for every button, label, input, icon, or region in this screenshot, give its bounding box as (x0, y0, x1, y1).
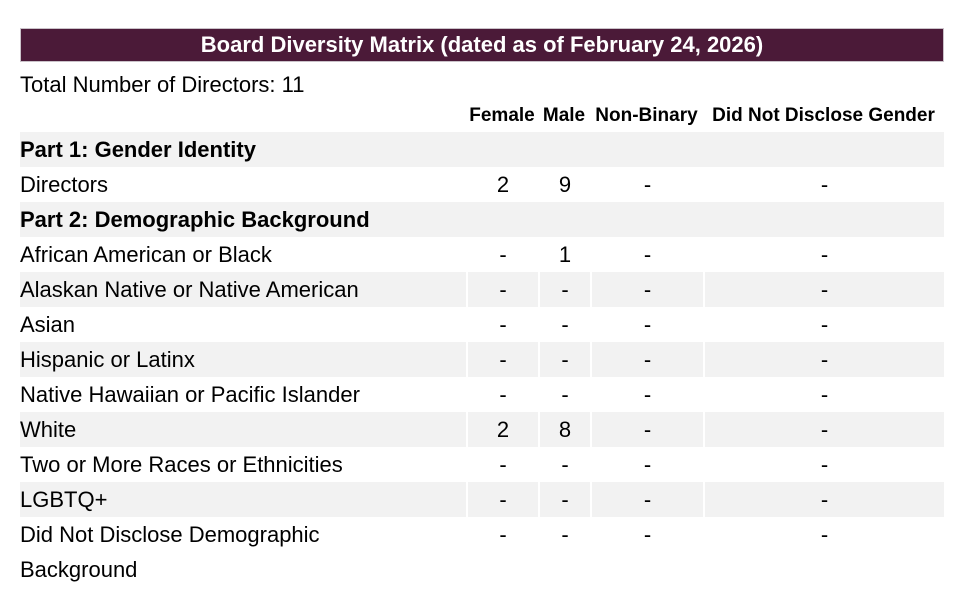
document-title: Board Diversity Matrix (dated as of Febr… (200, 32, 764, 57)
table-row: Did Not Disclose Demographic Background -… (20, 517, 944, 587)
cell-value: - (590, 307, 703, 342)
page: { "title_bar": { "text": "Board Diversit… (0, 28, 970, 610)
cell-value: - (703, 447, 944, 482)
cell-value: 2 (466, 167, 538, 202)
cell-value: - (466, 447, 538, 482)
section-header-row: Part 2: Demographic Background (20, 202, 944, 237)
cell-value: - (703, 307, 944, 342)
row-label: Alaskan Native or Native American (20, 272, 466, 307)
cell-value: 9 (538, 167, 590, 202)
column-header-male: Male (538, 100, 590, 132)
cell-value: - (466, 377, 538, 412)
section-header-label: Part 2: Demographic Background (20, 202, 944, 237)
cell-value: 8 (538, 412, 590, 447)
cell-value: - (590, 272, 703, 307)
section-header-row: Part 1: Gender Identity (20, 132, 944, 167)
table-row: Asian - - - - (20, 307, 944, 342)
table-row: White 2 8- - (20, 412, 944, 447)
table-row: Alaskan Native or Native American - - - - (20, 272, 944, 307)
cell-value: - (466, 307, 538, 342)
table-header: Female Male Non-Binary Did Not Disclose … (20, 100, 944, 132)
table-row: LGBTQ+ - - - - (20, 482, 944, 517)
table-row: African American or Black -1- - (20, 237, 944, 272)
cell-value: - (590, 167, 703, 202)
table-body: Part 1: Gender Identity Directors 2 9- - Part… (20, 132, 944, 587)
column-header-female: Female (466, 100, 538, 132)
cell-value: - (590, 377, 703, 412)
cell-value: - (703, 377, 944, 412)
cell-value: - (703, 482, 944, 517)
section-header-label: Part 1: Gender Identity (20, 132, 944, 167)
cell-value: - (538, 517, 590, 587)
cell-value: - (466, 517, 538, 587)
cell-value: - (703, 517, 944, 587)
row-label: Asian (20, 312, 76, 337)
row-label: White (20, 412, 466, 447)
title-bar: Board Diversity Matrix (dated as of Febr… (20, 28, 944, 62)
cell-value: - (538, 342, 590, 377)
cell-value: 2 (466, 412, 538, 447)
cell-value: - (538, 307, 590, 342)
cell-value: - (538, 447, 590, 482)
cell-value: - (590, 342, 703, 377)
cell-value: - (538, 272, 590, 307)
row-label: African American or Black (20, 242, 272, 267)
board-diversity-document: Board Diversity Matrix (dated as of Febr… (20, 28, 944, 587)
table-row: Hispanic or Latinx - - - - (20, 342, 944, 377)
table-row: Two or More Races or Ethnicities - - - - (20, 447, 944, 482)
cell-value: - (538, 377, 590, 412)
table-row: Native Hawaiian or Pacific Islander - - - - (20, 377, 944, 412)
column-header-did-not-disclose-gender: Did Not Disclose Gender (703, 100, 944, 132)
column-header-blank (20, 100, 466, 132)
cell-value: - (538, 482, 590, 517)
cell-value: - (590, 237, 703, 272)
row-label: Did Not Disclose Demographic Background (20, 522, 320, 582)
cell-value: 1 (538, 237, 590, 272)
cell-value: - (703, 272, 944, 307)
cell-value: - (590, 482, 703, 517)
diversity-matrix-table: Female Male Non-Binary Did Not Disclose … (20, 100, 944, 587)
cell-value: - (466, 272, 538, 307)
cell-value: - (466, 237, 538, 272)
cell-value: - (703, 167, 944, 202)
cell-value: - (466, 342, 538, 377)
row-label: Hispanic or Latinx (20, 342, 466, 377)
row-label: LGBTQ+ (20, 482, 466, 517)
column-header-row: Female Male Non-Binary Did Not Disclose … (20, 100, 944, 132)
table-row: Directors 2 9- - (20, 167, 944, 202)
cell-value: - (590, 447, 703, 482)
cell-value: - (703, 237, 944, 272)
cell-value: - (703, 342, 944, 377)
row-label: Two or More Races or Ethnicities (20, 452, 343, 477)
cell-value: - (703, 412, 944, 447)
cell-value: - (590, 517, 703, 587)
total-directors-line: Total Number of Directors: 11 (20, 72, 305, 97)
row-label: Native Hawaiian or Pacific Islander (20, 382, 360, 407)
cell-value: - (590, 412, 703, 447)
cell-value: - (466, 482, 538, 517)
row-label: Directors (20, 172, 109, 197)
column-header-non-binary: Non-Binary (590, 100, 703, 132)
